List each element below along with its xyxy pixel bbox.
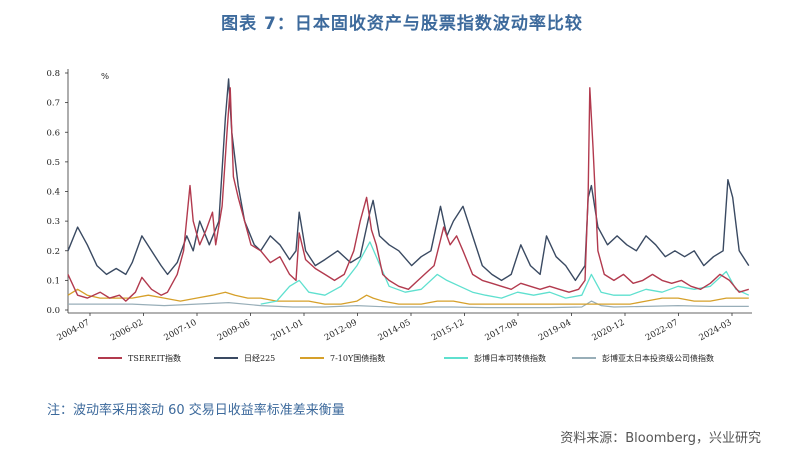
legend-label: 日经225	[244, 353, 275, 363]
series-line-2	[67, 288, 749, 305]
y-tick-label: 0.1	[46, 276, 60, 286]
chart-series-lines	[67, 78, 750, 309]
figure-title: 图表 7：日本固收资产与股票指数波动率比较	[221, 14, 583, 34]
chart-legend: TSEREIT指数 日经225 7-10Y国债指数 彭博日本可转债指数 彭博亚太日本投资…	[98, 353, 714, 363]
x-tick-label: 2024-03	[698, 318, 734, 343]
x-tick-label: 2004-07	[56, 318, 92, 343]
source-credit: 资料来源：Bloomberg，兴业研究	[560, 431, 761, 446]
legend-label: 7-10Y国债指数	[330, 353, 385, 363]
x-tick-label: 2011-01	[270, 318, 306, 343]
legend-label: 彭博亚太日本投资级公司债指数	[602, 353, 714, 363]
y-tick-label: 0.5	[46, 158, 60, 168]
y-tick-label: 0.8	[46, 69, 60, 79]
series-line-0	[67, 87, 750, 302]
x-tick-label: 2006-02	[109, 318, 145, 343]
series-line-1	[67, 78, 750, 282]
series-line-3	[260, 241, 750, 305]
legend-label: 彭博日本可转债指数	[474, 353, 546, 363]
x-tick-label: 2019-04	[537, 318, 573, 343]
x-tick-label: 2020-12	[591, 318, 627, 343]
y-tick-label: 0.4	[46, 188, 60, 198]
legend-label: TSEREIT指数	[128, 353, 181, 363]
chart-axes: 0.0 0.1 0.2 0.3 0.4 0.5 0.6 0.7 0.8 % 2004-07 2006-…	[46, 69, 752, 343]
y-tick-label: 0.2	[46, 247, 60, 257]
footnote: 注：波动率采用滚动 60 交易日收益率标准差来衡量	[47, 403, 345, 418]
x-tick-label: 2014-05	[377, 318, 413, 343]
x-tick-label: 2009-06	[216, 318, 252, 343]
x-tick-label: 2017-08	[484, 318, 520, 343]
x-tick-label: 2022-07	[644, 318, 680, 343]
y-tick-label: 0.7	[46, 99, 60, 109]
y-tick-label: 0.6	[46, 128, 60, 138]
x-tick-label: 2015-12	[430, 318, 466, 343]
x-tick-label: 2012-09	[323, 318, 359, 343]
y-tick-label: 0.3	[46, 217, 60, 227]
y-tick-label: 0.0	[46, 306, 60, 316]
x-tick-label: 2007-10	[163, 318, 199, 343]
y-unit-label: %	[101, 72, 109, 82]
series-line-4	[68, 300, 749, 309]
